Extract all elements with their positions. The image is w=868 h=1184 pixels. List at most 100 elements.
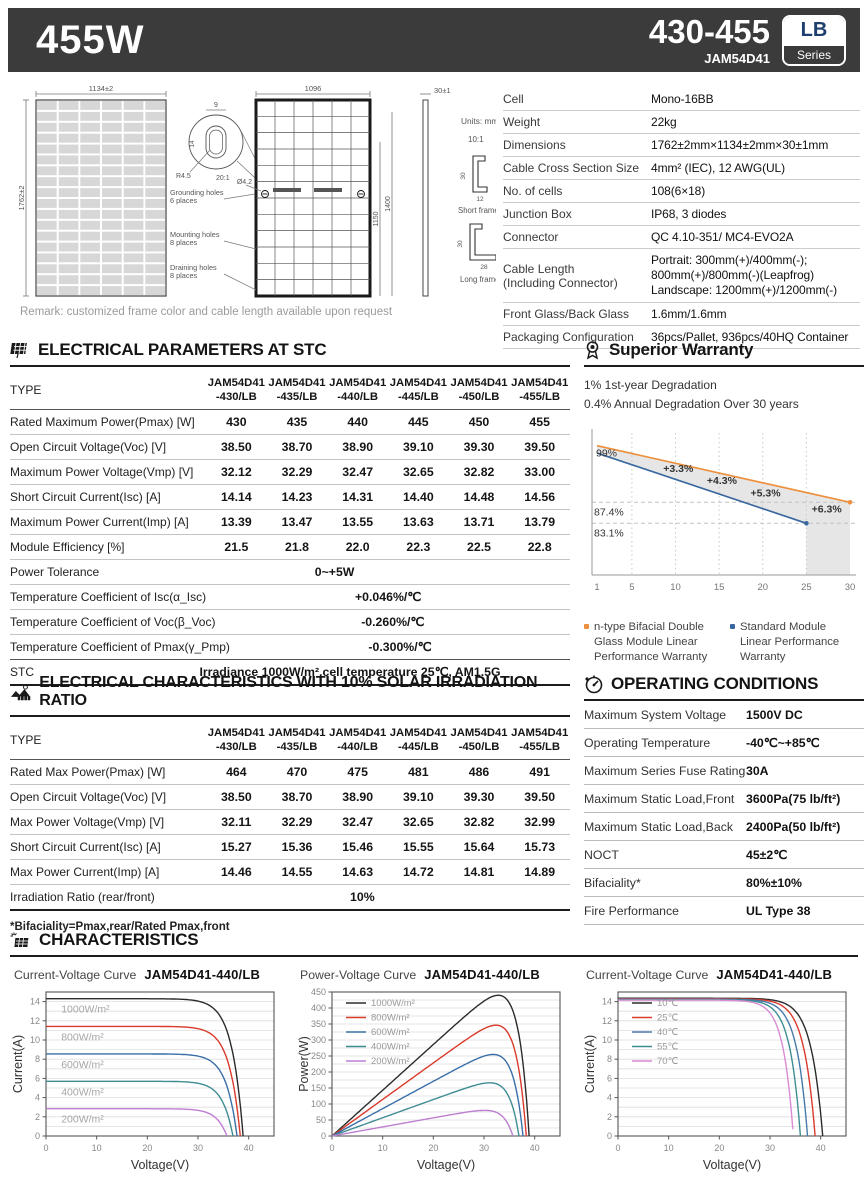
gauge-icon — [585, 675, 603, 693]
curve-chart-svg: 0 10 20 30 40 0 2 4 6 8 10 12 14 Voltage(V) Current(A)… — [583, 991, 847, 1172]
svg-text:5: 5 — [629, 582, 634, 593]
panel-drawing-svg: 1134±2 1762±2 9 14 R4.5 20:1 1096 Ø4.2 G… — [17, 84, 499, 298]
spec-value: 36pcs/Pallet, 936pcs/40HQ Container — [651, 330, 860, 344]
spec-value: 108(6×18) — [651, 184, 860, 198]
chart-model-label: JAM54D41-440/LB — [144, 967, 261, 982]
param-row: Maximum Power Current(Imp) [A] 13.39 13.47… — [10, 510, 570, 536]
svg-text:40℃: 40℃ — [657, 1027, 679, 1038]
operating-row: Maximum Series Fuse Rating 30A — [584, 757, 864, 785]
chart-title: Power-Voltage Curve JAM54D41-440/LB — [300, 967, 572, 982]
param-label: Rated Max Power(Pmax) [W] — [10, 765, 166, 780]
svg-text:10: 10 — [602, 1035, 612, 1045]
operating-value: 80%±10% — [746, 875, 802, 890]
param-label: Maximum Power Current(Imp) [A] — [10, 515, 189, 530]
svg-text:400W/m²: 400W/m² — [61, 1086, 104, 1098]
svg-text:8: 8 — [35, 1054, 40, 1064]
model-header: JAM54D41 -440/LB — [327, 726, 388, 754]
header-right: 430-455 JAM54D41 LB Series — [648, 12, 846, 66]
spec-value-line: 1762±2mm×1134±2mm×30±1mm — [651, 138, 829, 152]
curve-chart-svg: 0 10 20 30 40 0 2 4 6 8 10 12 14 Voltage(V) Current(A)… — [11, 991, 275, 1172]
operating-label: Maximum Series Fuse Rating — [584, 763, 746, 778]
model-header: JAM54D41 -440/LB — [327, 376, 388, 404]
param-value: 32.47 — [342, 465, 374, 480]
operating-label: Maximum Static Load,Front — [584, 791, 735, 806]
svg-text:25: 25 — [801, 582, 812, 593]
svg-text:0: 0 — [35, 1131, 40, 1141]
svg-text:Voltage(V): Voltage(V) — [417, 1158, 475, 1172]
svg-text:12: 12 — [30, 1016, 40, 1026]
operating-value: 30A — [746, 763, 769, 778]
operating-label: Operating Temperature — [584, 735, 711, 750]
svg-text:20: 20 — [142, 1143, 152, 1153]
param-value: 15.46 — [342, 840, 374, 855]
svg-text:50: 50 — [316, 1115, 326, 1125]
short-frame-width: 12 — [476, 196, 484, 203]
svg-text:10℃: 10℃ — [657, 998, 679, 1009]
model-name: JAM54D41 — [511, 377, 569, 389]
param-value: 491 — [529, 765, 550, 780]
param-value: 32.82 — [463, 815, 495, 830]
param-value: 38.50 — [220, 790, 252, 805]
param-span-value: -0.300%/℃ — [368, 640, 432, 655]
svg-text:40: 40 — [530, 1143, 540, 1153]
param-value: 15.27 — [220, 840, 252, 855]
chart-block: Current-Voltage Curve JAM54D41-440/LB 0 10 2… — [10, 967, 286, 1179]
svg-text:250: 250 — [311, 1051, 326, 1061]
svg-text:450: 450 — [311, 987, 326, 997]
operating-label: NOCT — [584, 847, 619, 862]
param-value: 14.14 — [220, 490, 252, 505]
spec-value-line: Mono-16BB — [651, 92, 714, 106]
param-label: Open Circuit Voltage(Voc) [V] — [10, 440, 167, 455]
spec-row: Packaging Configuration 36pcs/Pallet, 936… — [503, 326, 860, 349]
short-frame-height: 30 — [460, 172, 467, 180]
model-suffix: -450/LB — [458, 391, 500, 404]
spec-row: Cell Mono-16BB — [503, 88, 860, 111]
elec10-section: ELECTRICAL CHARACTERISTICS WITH 10% SOLA… — [10, 674, 570, 933]
param-value: 14.46 — [220, 865, 252, 880]
model-name: JAM54D41 — [268, 377, 326, 389]
spec-value: QC 4.10-351/ MC4-EVO2A — [651, 230, 860, 244]
charts-row: Current-Voltage Curve JAM54D41-440/LB 0 10 2… — [10, 967, 858, 1179]
bifacial-legend-marker — [584, 624, 589, 630]
model-header: JAM54D41 -430/LB — [206, 376, 267, 404]
param-value: 39.30 — [463, 790, 495, 805]
spec-value: 22kg — [651, 115, 860, 129]
warranty-line2: 0.4% Annual Degradation Over 30 years — [584, 396, 799, 411]
param-row: Rated Max Power(Pmax) [W] 464 470 475 481 486… — [10, 760, 570, 786]
spec-label: Connector — [503, 230, 651, 244]
param-span-value: 0~+5W — [314, 565, 355, 580]
param-value: 13.55 — [342, 515, 374, 530]
param-value: 430 — [226, 415, 247, 430]
side-thickness-dim: 30±1 — [434, 86, 451, 95]
operating-label: Maximum Static Load,Back — [584, 819, 733, 834]
detail-height-dim: 14 — [189, 140, 196, 148]
svg-text:14: 14 — [30, 997, 40, 1007]
power-range: 430-455 — [648, 12, 770, 50]
spec-row: Cable Length (Including Connector) Portrai… — [503, 249, 860, 303]
svg-text:800W/m²: 800W/m² — [61, 1031, 104, 1043]
spec-label: Cable Cross Section Size — [503, 161, 651, 175]
spec-value-line: QC 4.10-351/ MC4-EVO2A — [651, 230, 794, 244]
param-value: 13.47 — [281, 515, 313, 530]
curve-chart-svg: 0 10 20 30 40050100150200250300350400450Volt… — [297, 987, 561, 1172]
stc-section-head: ELECTRICAL PARAMETERS AT STC — [10, 340, 570, 367]
param-value: 440 — [347, 415, 368, 430]
svg-text:+6.3%: +6.3% — [812, 504, 843, 516]
param-value: 32.29 — [281, 815, 313, 830]
param-value: 38.50 — [220, 440, 252, 455]
svg-text:12: 12 — [602, 1016, 612, 1026]
model-suffix: -445/LB — [397, 391, 439, 404]
param-row: Maximum Power Voltage(Vmp) [V] 32.12 32.29… — [10, 460, 570, 486]
stc-section-title: ELECTRICAL PARAMETERS AT STC — [38, 340, 327, 359]
param-header-row: TYPE JAM54D41 -430/LB JAM54D41 -435/LB JAM54D… — [10, 373, 570, 411]
param-row: Open Circuit Voltage(Voc) [V] 38.50 38.70 3… — [10, 435, 570, 461]
operating-row: Maximum Static Load,Back 2400Pa(50 lb/ft²… — [584, 813, 864, 841]
standard-legend-marker — [730, 624, 735, 630]
param-value: 14.48 — [463, 490, 495, 505]
svg-text:Voltage(V): Voltage(V) — [703, 1158, 761, 1172]
model-suffix: -430/LB — [215, 391, 257, 404]
param-value: 14.40 — [402, 490, 434, 505]
spec-label-line: No. of cells — [503, 184, 563, 198]
chart-title: Current-Voltage Curve JAM54D41-440/LB — [14, 967, 286, 982]
chart-block: Power-Voltage Curve JAM54D41-440/LB 0 10 20 3… — [296, 967, 572, 1179]
